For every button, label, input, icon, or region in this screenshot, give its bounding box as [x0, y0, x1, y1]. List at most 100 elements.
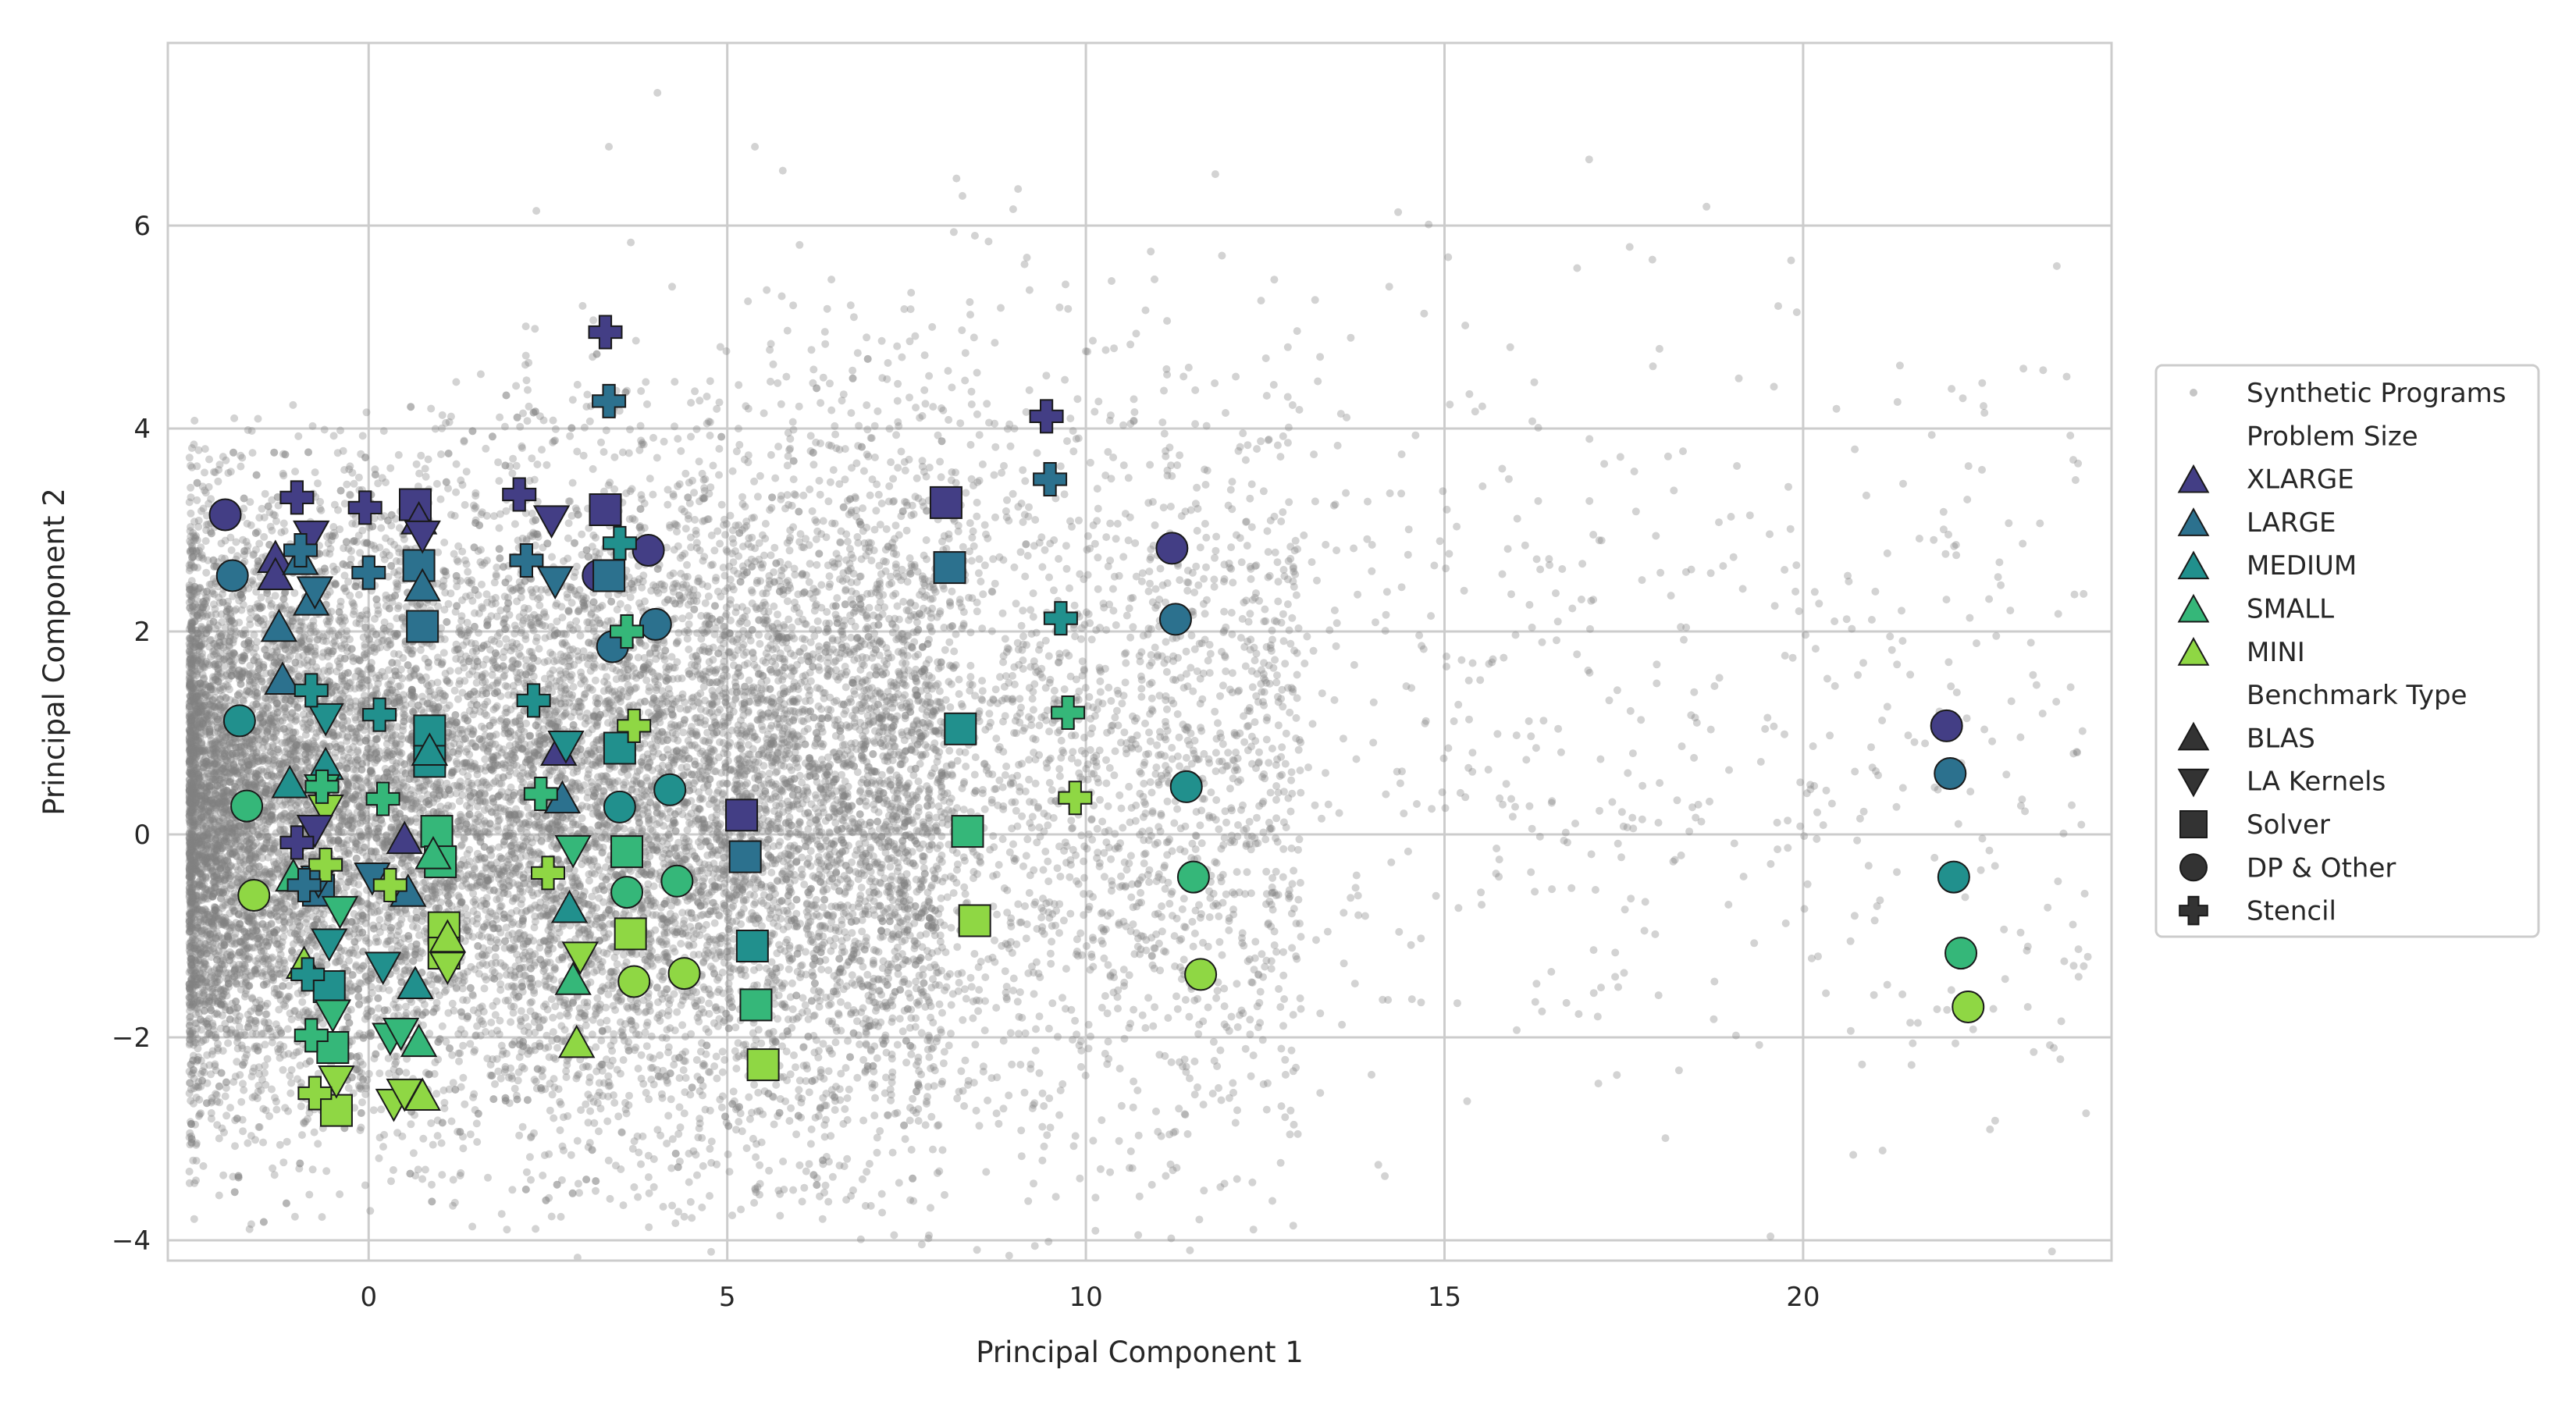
- synthetic-point: [936, 841, 945, 850]
- synthetic-point: [715, 721, 724, 730]
- synthetic-point: [211, 728, 219, 737]
- synthetic-point: [209, 947, 218, 955]
- synthetic-point: [387, 832, 396, 841]
- synthetic-point: [223, 773, 232, 781]
- synthetic-point: [674, 435, 682, 443]
- synthetic-point: [802, 900, 811, 909]
- synthetic-point: [525, 476, 534, 485]
- synthetic-point: [638, 495, 646, 503]
- synthetic-point: [756, 560, 765, 569]
- synthetic-point: [254, 414, 262, 423]
- synthetic-point: [450, 511, 459, 520]
- synthetic-point: [693, 699, 702, 707]
- synthetic-point: [515, 1131, 524, 1140]
- synthetic-point: [215, 866, 224, 874]
- synthetic-point: [508, 930, 517, 938]
- synthetic-point: [349, 765, 358, 774]
- synthetic-point: [227, 898, 236, 905]
- synthetic-point: [251, 822, 260, 831]
- synthetic-point: [767, 958, 776, 966]
- synthetic-point: [511, 809, 519, 818]
- synthetic-point: [492, 571, 500, 579]
- synthetic-point: [495, 477, 503, 486]
- synthetic-point: [191, 947, 200, 955]
- synthetic-point: [692, 1056, 701, 1064]
- synthetic-point: [429, 971, 438, 980]
- synthetic-point: [489, 512, 498, 521]
- synthetic-point: [809, 365, 818, 374]
- synthetic-point: [607, 617, 616, 625]
- synthetic-point: [216, 771, 225, 780]
- synthetic-point: [367, 983, 375, 991]
- synthetic-point: [701, 620, 710, 628]
- synthetic-point: [247, 670, 254, 678]
- synthetic-point: [344, 850, 353, 859]
- synthetic-point: [216, 706, 225, 714]
- synthetic-point: [340, 813, 349, 821]
- synthetic-point: [646, 649, 654, 657]
- synthetic-point: [759, 589, 767, 598]
- synthetic-point: [187, 755, 195, 763]
- synthetic-point: [394, 922, 403, 930]
- synthetic-point: [452, 488, 461, 496]
- synthetic-point: [686, 1197, 695, 1206]
- synthetic-point: [854, 654, 862, 663]
- synthetic-point: [295, 808, 303, 816]
- synthetic-point: [875, 561, 884, 570]
- synthetic-point: [424, 681, 432, 690]
- synthetic-point: [500, 619, 508, 628]
- synthetic-point: [207, 635, 215, 644]
- synthetic-point: [257, 713, 265, 721]
- synthetic-point: [579, 647, 588, 656]
- synthetic-point: [778, 756, 787, 764]
- synthetic-point: [792, 1063, 799, 1072]
- synthetic-point: [806, 847, 815, 855]
- grid-lines: [168, 43, 2112, 1261]
- synthetic-point: [755, 616, 763, 624]
- synthetic-point: [212, 717, 220, 726]
- synthetic-point: [302, 767, 311, 774]
- synthetic-point: [303, 745, 311, 754]
- synthetic-point: [237, 462, 245, 471]
- synthetic-point: [270, 756, 279, 765]
- synthetic-point: [209, 944, 218, 952]
- synthetic-point: [245, 845, 254, 853]
- synthetic-point: [413, 944, 422, 953]
- synthetic-point: [671, 378, 679, 386]
- synthetic-point: [404, 963, 412, 972]
- synthetic-point: [487, 756, 496, 764]
- synthetic-point: [185, 625, 194, 633]
- synthetic-point: [595, 713, 603, 721]
- synthetic-point: [291, 717, 300, 725]
- synthetic-point: [392, 578, 400, 587]
- synthetic-point: [698, 1203, 706, 1211]
- synthetic-point: [767, 868, 776, 877]
- synthetic-point: [927, 1204, 934, 1212]
- synthetic-point: [831, 819, 840, 827]
- synthetic-point: [579, 827, 588, 835]
- synthetic-point: [212, 845, 220, 854]
- synthetic-point: [509, 894, 518, 902]
- synthetic-point: [906, 800, 914, 809]
- synthetic-point: [389, 1166, 397, 1174]
- synthetic-point: [201, 681, 210, 689]
- synthetic-point: [656, 1051, 664, 1059]
- synthetic-point: [634, 1193, 642, 1201]
- synthetic-point: [654, 834, 663, 842]
- synthetic-point: [358, 681, 366, 690]
- synthetic-point: [683, 626, 692, 635]
- synthetic-point: [703, 851, 712, 859]
- synthetic-point: [916, 784, 924, 793]
- synthetic-point: [279, 1065, 287, 1074]
- synthetic-point: [917, 883, 926, 891]
- synthetic-point: [200, 745, 208, 752]
- synthetic-point: [209, 892, 217, 901]
- synthetic-point: [382, 591, 390, 599]
- synthetic-point: [689, 785, 698, 793]
- synthetic-point: [715, 985, 724, 994]
- synthetic-point: [274, 1025, 283, 1033]
- synthetic-point: [712, 906, 720, 915]
- synthetic-point: [795, 1161, 804, 1169]
- synthetic-point: [735, 440, 744, 449]
